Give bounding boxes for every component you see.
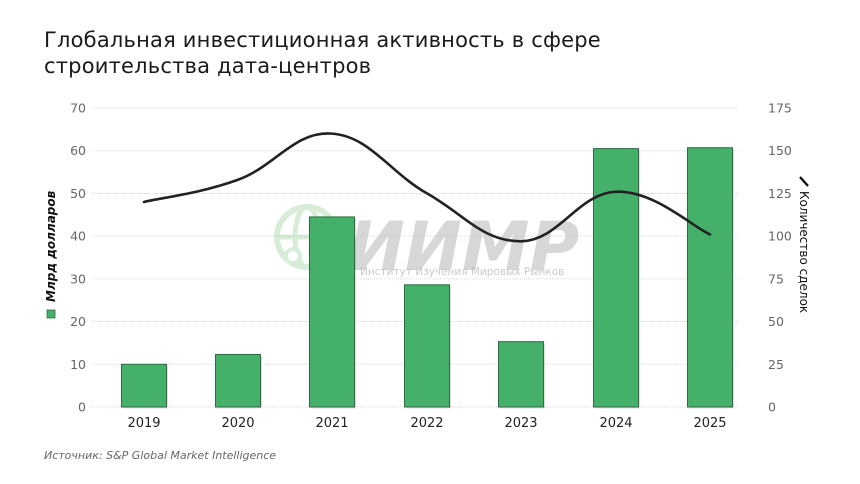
left-axis-title: Млрд долларов xyxy=(44,190,58,302)
left-tick-label: 10 xyxy=(70,357,86,372)
bar-2023 xyxy=(498,341,544,408)
bar-2024 xyxy=(593,148,639,408)
watermark: ИИМР Институт Изучения Мировых Рынков xyxy=(274,204,579,287)
chart-title-line2: строительства дата-центров xyxy=(44,54,372,78)
bar-2022 xyxy=(404,284,450,408)
right-tick-label: 0 xyxy=(768,400,776,415)
left-axis-ticks: 0 10 20 30 40 50 60 70 xyxy=(70,101,86,415)
left-tick-label: 0 xyxy=(78,400,86,415)
right-axis-legend: Количество сделок xyxy=(797,176,811,313)
left-tick-label: 70 xyxy=(70,101,86,116)
x-tick-label: 2019 xyxy=(127,416,160,431)
right-tick-label: 175 xyxy=(768,101,792,116)
watermark-subtitle: Институт Изучения Мировых Рынков xyxy=(360,266,564,278)
x-tick-label: 2023 xyxy=(504,416,537,431)
x-tick-label: 2021 xyxy=(315,416,348,431)
chart-title: Глобальная инвестиционная активность в с… xyxy=(44,27,744,79)
right-tick-label: 75 xyxy=(768,271,784,286)
x-axis-ticks: 2019 2020 2021 2022 2023 2024 2025 xyxy=(127,416,726,431)
left-tick-label: 40 xyxy=(70,229,86,244)
x-tick-label: 2022 xyxy=(410,416,443,431)
source-note: Источник: S&P Global Market Intelligence xyxy=(44,449,277,462)
right-axis-ticks: 0 25 50 75 100 125 150 175 xyxy=(768,101,792,415)
line-legend-icon xyxy=(799,176,809,187)
bar-legend-square-icon xyxy=(46,309,56,319)
chart-title-line1: Глобальная инвестиционная активность в с… xyxy=(44,28,601,52)
right-tick-label: 125 xyxy=(768,186,792,201)
right-tick-label: 50 xyxy=(768,314,784,329)
left-tick-label: 20 xyxy=(70,314,86,329)
watermark-logo-text: ИИМР xyxy=(348,208,579,287)
x-tick-label: 2020 xyxy=(221,416,254,431)
bar-2025 xyxy=(687,147,733,408)
bar-2019 xyxy=(121,363,167,408)
left-tick-label: 60 xyxy=(70,143,86,158)
left-axis-legend: Млрд долларов xyxy=(44,190,58,319)
x-tick-label: 2024 xyxy=(599,416,632,431)
right-tick-label: 100 xyxy=(768,229,792,244)
right-tick-label: 150 xyxy=(768,143,792,158)
right-tick-label: 25 xyxy=(768,357,784,372)
left-tick-label: 50 xyxy=(70,186,86,201)
bar-2020 xyxy=(215,353,261,408)
deals-line-series xyxy=(142,132,712,243)
bar-series xyxy=(121,147,734,409)
bar-2021 xyxy=(309,216,355,408)
right-axis-title: Количество сделок xyxy=(797,191,811,313)
x-tick-label: 2025 xyxy=(693,416,726,431)
left-tick-label: 30 xyxy=(70,271,86,286)
